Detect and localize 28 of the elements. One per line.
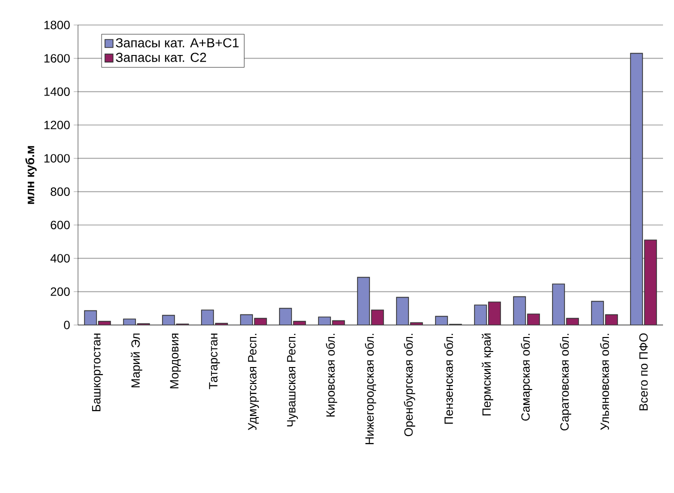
- x-tick-label: Ульяновская обл.: [600, 334, 609, 430]
- x-tick-label: Саратовская обл.: [560, 334, 572, 430]
- x-tick-label: Татарстан: [209, 334, 220, 390]
- x-tick-label: Удмуртская Респ.: [248, 334, 259, 430]
- y-tick-label: 600: [50, 220, 70, 230]
- y-tick-label: 0: [64, 320, 70, 330]
- x-tick-label: Башкортостан: [92, 334, 103, 412]
- y-tick-label: 400: [50, 254, 70, 263]
- y-tick-label: 1000: [44, 154, 70, 163]
- y-tick-label: 1400: [44, 87, 70, 96]
- y-tick-label: 800: [50, 187, 70, 196]
- x-tick-label: Оренбургская обл.: [404, 334, 416, 436]
- x-tick-label: Пензенская обл.: [444, 334, 453, 424]
- y-tick-label: 1800: [44, 20, 70, 30]
- x-tick-label: Самарская обл.: [520, 334, 532, 421]
- x-tick-label: Нижегородская обл.: [364, 334, 376, 444]
- y-axis-title: млн куб.м: [25, 146, 37, 204]
- x-tick-label: Чувашская Респ.: [287, 334, 298, 426]
- x-tick-label: Кировская обл.: [326, 334, 338, 416]
- y-tick-label: 1200: [44, 120, 70, 130]
- x-tick-label: Пермский край: [482, 334, 494, 416]
- legend-label: Запасы кат. A+B+C1: [116, 38, 239, 48]
- x-tick-label: Марий Эл: [130, 334, 142, 388]
- y-tick-label: 1600: [44, 54, 70, 63]
- y-tick-label: 200: [50, 287, 70, 296]
- legend-label: Запасы кат. C2: [116, 52, 206, 62]
- x-tick-label: Всего по ПФО: [639, 333, 648, 410]
- x-tick-label: Мордовия: [170, 334, 181, 388]
